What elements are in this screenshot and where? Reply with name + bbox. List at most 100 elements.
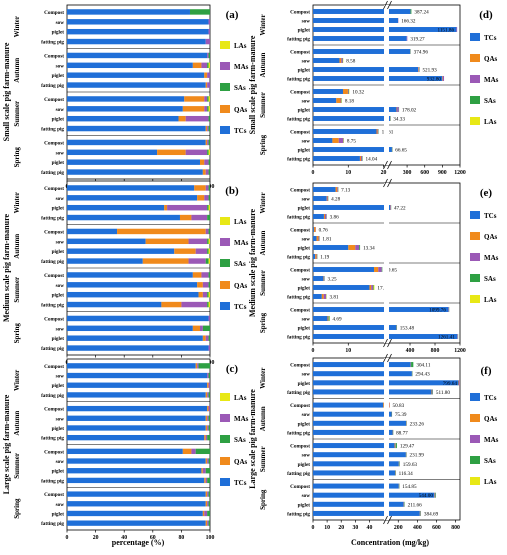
- value-label: 1099.76: [429, 308, 446, 314]
- row-label: piglet: [52, 293, 65, 299]
- bar-segment-TCs: [313, 412, 392, 417]
- bar-segment-TCs: [67, 19, 209, 24]
- legend-swatch-TCs: [220, 302, 230, 310]
- bar-segment-MAs: [206, 229, 209, 234]
- bar-segment-TCs: [313, 267, 374, 272]
- row-label: Compost: [290, 484, 310, 490]
- row-label: piglet: [298, 326, 311, 332]
- bar-segment-MAs: [207, 416, 208, 421]
- bar-segment-TCs: [313, 389, 431, 394]
- bar-segment-QAs: [314, 227, 316, 232]
- bar-segment-MAs: [206, 185, 209, 190]
- value-label: 1261.41: [438, 335, 455, 341]
- legend-label: TCs: [484, 394, 497, 402]
- bar-segment-QAs: [194, 185, 205, 190]
- bar-segment-TCs: [313, 511, 420, 516]
- value-label: 14.04: [366, 157, 378, 163]
- bar-segment-SAs: [209, 520, 210, 525]
- value-label: 387.24: [414, 10, 429, 16]
- bar-segment-SAs: [359, 245, 360, 250]
- bar-segment-MAs: [201, 63, 207, 68]
- x-tick-label: 0: [312, 525, 315, 531]
- season-label: Autumn: [259, 52, 267, 77]
- bar-segment-TCs: [313, 285, 369, 290]
- value-label: 159.63: [403, 462, 418, 468]
- bar-segment-TCs: [67, 39, 206, 44]
- legend-swatch-QAs: [220, 105, 230, 113]
- x-tick-label: 0: [312, 348, 315, 354]
- row-label: Compost: [290, 130, 310, 136]
- x-tick-label: 600: [420, 170, 429, 176]
- bar-segment-MAs: [361, 156, 362, 161]
- bar-segment-MAs: [341, 58, 342, 63]
- legend-swatch-QAs: [470, 414, 480, 422]
- legend-label: LAs: [234, 42, 247, 50]
- bar-segment-TCs: [67, 53, 207, 58]
- legend-swatch-QAs: [220, 281, 230, 289]
- bar-segment-MAs: [419, 67, 420, 72]
- bar-segment-SAs: [207, 435, 210, 440]
- x-tick-label: 1200: [454, 170, 466, 176]
- row-label: sow: [302, 412, 311, 418]
- legend-swatch-LAs: [470, 477, 480, 485]
- bar-segment-LAs: [209, 239, 210, 244]
- bar-segment-SAs: [435, 493, 436, 498]
- legend-swatch-LAs: [470, 117, 480, 125]
- bar-segment-QAs: [206, 82, 207, 87]
- x-tick-label: 900: [438, 170, 447, 176]
- bar-segment-TCs: [67, 282, 197, 287]
- legend-label: QAs: [484, 55, 498, 63]
- bar-segment-LAs: [374, 285, 375, 290]
- panel-ylabel: Large scale pig farm-manure: [2, 394, 11, 494]
- bar-segment-MAs: [371, 285, 373, 290]
- bar-segment-LAs: [209, 248, 210, 253]
- bar-segment-TCs: [67, 215, 180, 220]
- bar-segment-QAs: [204, 478, 205, 483]
- row-label: sow: [302, 317, 311, 323]
- panel-title: (c): [226, 363, 239, 375]
- bar-segment-TCs: [67, 9, 190, 14]
- bar-segment-MAs: [204, 96, 207, 101]
- row-label: fatting pig: [41, 40, 64, 46]
- bar-segment-SAs: [209, 140, 210, 145]
- bar-segment-MAs: [207, 82, 210, 87]
- bar-segment-TCs: [313, 98, 336, 103]
- x-tick-label: 20: [381, 170, 387, 176]
- row-label: sow: [56, 239, 65, 245]
- bar-segment-MAs: [378, 267, 382, 272]
- season-label: Summer: [259, 446, 267, 472]
- legend-swatch-TCs: [220, 126, 230, 134]
- bar-segment-QAs: [184, 96, 204, 101]
- bar-segment-QAs: [206, 501, 207, 506]
- legend-swatch-TCs: [470, 393, 480, 401]
- bar-segment-MAs: [203, 468, 206, 473]
- row-label: fatting pig: [41, 170, 64, 176]
- bar-segment-QAs: [206, 126, 207, 131]
- row-label: Compost: [44, 492, 64, 498]
- bar-segment-MAs: [207, 501, 208, 506]
- bar-segment-SAs: [209, 185, 210, 190]
- row-label: piglet: [298, 286, 311, 292]
- bar-segment-MAs: [167, 205, 207, 210]
- bar-segment-TCs: [313, 470, 395, 475]
- legend-label: TCs: [234, 127, 247, 135]
- bar-segment-TCs: [313, 276, 323, 281]
- bar-segment-QAs: [183, 449, 192, 454]
- row-label: fatting pig: [41, 259, 64, 265]
- legend-label: LAs: [234, 218, 247, 226]
- season-label: Spring: [259, 489, 267, 510]
- row-label: piglet: [52, 426, 65, 432]
- row-label: Compost: [44, 273, 64, 279]
- legend-label: TCs: [234, 479, 247, 487]
- bar-segment-MAs: [327, 196, 328, 201]
- legend-swatch-LAs: [220, 217, 230, 225]
- value-label: 75.39: [395, 412, 407, 418]
- legend-label: MAs: [484, 76, 499, 84]
- row-label: sow: [302, 453, 311, 459]
- panel-title: (e): [480, 187, 493, 199]
- row-label: piglet: [52, 206, 65, 212]
- legend-swatch-TCs: [220, 478, 230, 486]
- legend-swatch-QAs: [220, 457, 230, 465]
- bar-segment-TCs: [67, 29, 209, 34]
- row-label: sow: [56, 20, 65, 26]
